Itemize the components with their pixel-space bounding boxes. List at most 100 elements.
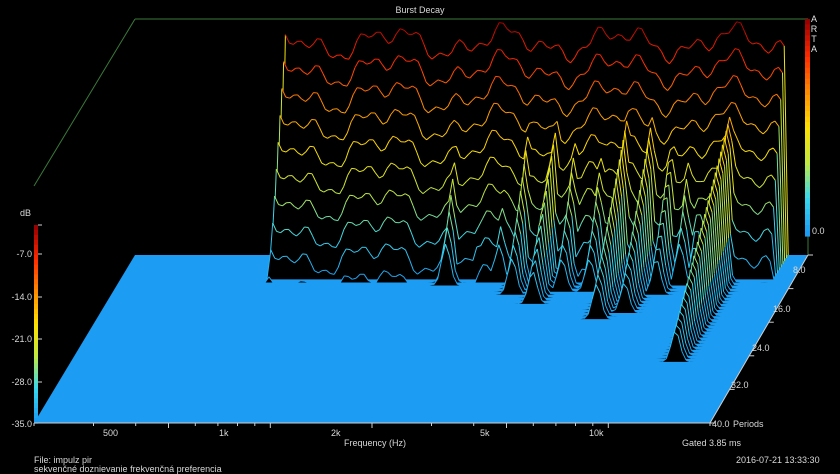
slice-segment: [542, 214, 548, 251]
slice-segment: [736, 76, 742, 86]
slice-segment: [733, 75, 738, 78]
slice-segment: [757, 257, 763, 265]
slice-segment: [493, 157, 499, 164]
slice-segment: [742, 58, 748, 69]
slice-segment: [582, 96, 588, 102]
slice-segment: [421, 267, 426, 272]
slice-segment: [662, 197, 668, 201]
slice-segment: [644, 123, 649, 127]
slice-segment: [372, 31, 377, 37]
slice-segment: [590, 80, 596, 89]
slice-segment: [697, 38, 702, 42]
slice-segment: [548, 283, 554, 289]
slice-segment: [342, 84, 348, 87]
slice-segment: [669, 58, 674, 65]
slice-segment: [584, 114, 590, 125]
slice-segment: [767, 228, 773, 235]
slice-segment: [673, 146, 679, 156]
slice-segment: [356, 33, 362, 42]
slice-segment: [678, 244, 684, 256]
right-colorbar-segment: [805, 95, 810, 101]
slice-segment: [386, 162, 392, 169]
slice-segment: [412, 142, 418, 153]
slice-segment: [345, 195, 351, 203]
slice-segment: [593, 252, 599, 276]
left-colorbar-segment: [34, 418, 38, 424]
slice-segment: [682, 297, 688, 304]
slice-segment: [392, 191, 398, 196]
slice-segment: [485, 67, 490, 73]
slice-segment: [728, 27, 734, 34]
slice-segment: [499, 189, 505, 194]
slice-segment: [772, 93, 777, 97]
slice-segment: [382, 121, 388, 125]
slice-segment: [577, 222, 583, 232]
slice-segment: [521, 129, 526, 133]
slice-segment: [491, 184, 497, 191]
slice-segment: [410, 58, 415, 62]
slice-segment: [360, 33, 365, 35]
slice-segment: [516, 218, 522, 235]
slice-segment: [516, 256, 522, 281]
slice-segment: [448, 178, 454, 201]
slice-segment: [500, 226, 506, 243]
slice-segment: [535, 260, 540, 281]
slice-segment: [574, 143, 580, 155]
slice-segment: [584, 161, 590, 170]
slice-segment: [527, 136, 533, 150]
brand-letter: A: [810, 14, 817, 24]
slice-segment: [768, 49, 773, 54]
slice-segment: [633, 221, 639, 234]
left-colorbar-segment: [34, 294, 38, 300]
slice-segment: [669, 283, 674, 289]
slice-segment: [403, 29, 409, 35]
slice-segment: [402, 166, 408, 170]
slice-segment: [529, 121, 534, 124]
slice-segment: [612, 236, 618, 278]
slice-segment: [635, 54, 641, 57]
left-colorbar-segment: [34, 333, 38, 340]
slice-segment: [523, 211, 529, 258]
slice-segment: [635, 311, 640, 314]
slice-segment: [709, 140, 715, 147]
z-axis-label: dB: [20, 208, 32, 218]
slice-segment: [272, 222, 278, 232]
decay-slice: [662, 331, 691, 363]
slice-segment: [366, 112, 372, 118]
slice-segment: [529, 175, 534, 177]
slice-segment: [702, 197, 707, 201]
slice-segment: [476, 201, 481, 208]
slice-segment: [478, 218, 484, 227]
slice-segment: [681, 151, 687, 157]
slice-segment: [422, 190, 428, 194]
slice-segment: [345, 148, 350, 161]
slice-segment: [667, 85, 672, 91]
slice-segment: [562, 165, 568, 171]
slice-segment: [715, 268, 721, 299]
slice-segment: [757, 210, 763, 215]
slice-segment: [632, 162, 638, 172]
slice-segment: [539, 153, 544, 157]
slice-segment: [440, 159, 445, 165]
slice-segment: [632, 108, 637, 110]
slice-segment: [576, 287, 581, 292]
slice-segment: [732, 274, 737, 283]
slice-segment: [268, 276, 274, 283]
slice-segment: [364, 139, 370, 144]
slice-segment: [400, 193, 406, 197]
slice-segment: [486, 264, 492, 272]
slice-segment: [430, 187, 435, 190]
slice-segment: [455, 146, 461, 158]
slice-segment: [291, 175, 297, 181]
slice-segment: [358, 60, 363, 62]
slice-segment: [297, 94, 302, 100]
slice-segment: [311, 173, 317, 182]
slice-segment: [635, 210, 641, 225]
slice-segment: [452, 276, 458, 285]
slice-segment: [643, 63, 649, 71]
slice-segment: [437, 79, 443, 82]
slice-segment: [406, 166, 412, 170]
left-colorbar-segment: [34, 408, 38, 414]
slice-segment: [601, 27, 607, 35]
slice-segment: [335, 240, 341, 248]
